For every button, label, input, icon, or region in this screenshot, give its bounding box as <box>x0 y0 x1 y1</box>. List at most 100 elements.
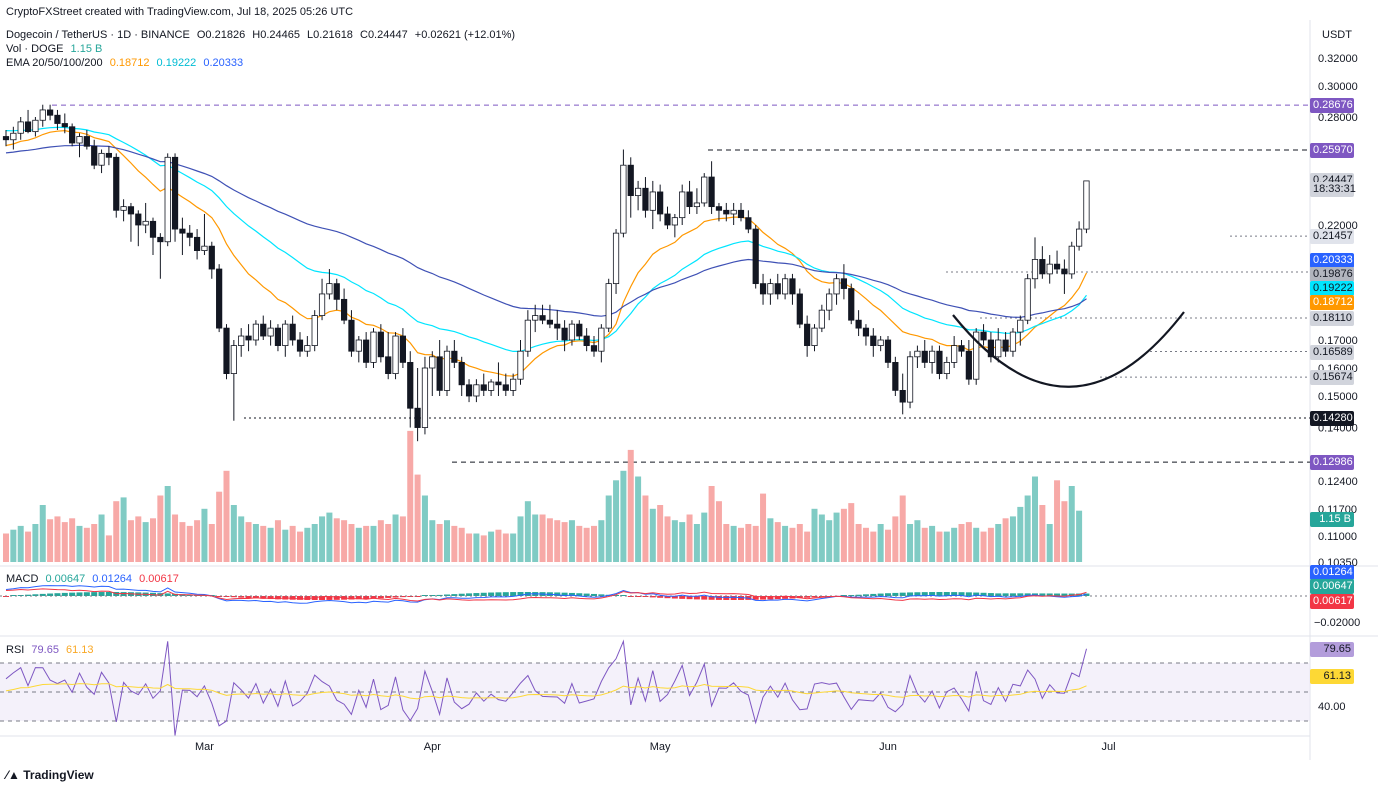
volume-bar <box>620 470 627 562</box>
price-tag[interactable]: 79.65 <box>1310 642 1354 657</box>
macd-histogram-bar <box>885 593 891 596</box>
volume-bar <box>789 527 796 562</box>
volume-bar <box>1024 495 1031 562</box>
price-tag[interactable]: 0.28676 <box>1310 98 1354 113</box>
candle-body <box>561 327 568 341</box>
macd-histogram-bar <box>840 595 847 596</box>
volume-bar <box>796 524 803 562</box>
macd-histogram-bar <box>1002 593 1009 596</box>
price-tag[interactable]: 1.15 B <box>1310 512 1354 527</box>
ema50-value: 0.18712 <box>109 57 150 69</box>
price-tag[interactable]: 0.12986 <box>1310 455 1354 470</box>
price-tag[interactable]: 0.01264 <box>1310 565 1354 580</box>
price-tag[interactable]: 0.21457 <box>1310 229 1354 244</box>
macd-histogram-bar <box>326 596 333 600</box>
volume-bar <box>444 520 450 562</box>
price-tag[interactable]: 0.14280 <box>1310 411 1354 426</box>
volume-bar <box>649 508 656 562</box>
volume-bar <box>745 524 752 562</box>
price-tag[interactable]: 0.18110 <box>1310 311 1354 326</box>
price-tag[interactable]: 0.15674 <box>1310 370 1354 385</box>
macd-histogram-bar <box>274 596 281 600</box>
volume-bar <box>752 525 759 562</box>
macd-histogram-bar <box>370 596 377 599</box>
ohlc-change: +0.02621 (+12.01%) <box>414 29 516 41</box>
volume-bar <box>201 508 208 562</box>
volume-bar <box>355 527 362 562</box>
candle-body <box>759 283 767 295</box>
volume-bar <box>282 529 289 562</box>
rsi-legend[interactable]: RSI 79.65 61.13 <box>6 644 98 656</box>
macd-histogram-bar <box>929 592 936 596</box>
volume-bar <box>965 522 972 562</box>
price-tag[interactable]: 0.00647 <box>1310 579 1354 594</box>
candle-body <box>17 121 24 134</box>
ema-legend[interactable]: EMA 20/50/100/200 0.18712 0.19222 0.2033… <box>6 57 247 69</box>
candle-body <box>399 335 407 363</box>
price-tag[interactable]: 0.19876 <box>1310 267 1354 282</box>
x-tick-label: Jun <box>879 741 897 753</box>
macd-histogram-bar <box>1083 593 1090 596</box>
macd-histogram-bar <box>730 596 737 600</box>
candle-body <box>10 132 17 141</box>
candle-body <box>216 268 223 329</box>
macd-histogram-bar <box>47 593 54 596</box>
macd-legend[interactable]: MACD 0.00647 0.01264 0.00617 <box>6 573 183 585</box>
macd-histogram-bar <box>804 596 811 598</box>
price-tag[interactable]: 0.19222 <box>1310 281 1354 296</box>
price-tag[interactable]: 0.20333 <box>1310 253 1354 268</box>
candle-body <box>142 220 149 226</box>
ohlc-open: O0.21826 <box>196 29 246 41</box>
tradingview-logo[interactable]: ⁄▲ TradingView <box>6 768 94 782</box>
macd-histogram-bar <box>260 596 267 599</box>
volume-bar <box>627 449 634 562</box>
price-tag[interactable]: 61.13 <box>1310 669 1354 684</box>
candle-body <box>465 384 473 397</box>
rsi-ma-line <box>5 683 1087 700</box>
ema200-value: 0.20333 <box>203 57 244 69</box>
candle-body <box>583 335 590 347</box>
x-tick-label: Mar <box>195 741 214 753</box>
candle-body <box>326 283 333 295</box>
macd-histogram-bar <box>385 596 392 598</box>
macd-histogram-bar <box>943 592 950 596</box>
candle-body <box>774 283 781 295</box>
brand-text: TradingView <box>23 768 94 782</box>
macd-histogram-bar <box>914 592 921 596</box>
macd-tick-label: −0.02000 <box>1314 617 1360 629</box>
ema100-value: 0.19222 <box>156 57 197 69</box>
volume-bar <box>598 520 605 562</box>
cup-pattern-arc <box>952 311 1185 388</box>
volume-bar <box>223 470 230 562</box>
symbol-title[interactable]: Dogecoin / TetherUS · 1D · BINANCE <box>6 29 190 41</box>
macd-histogram-bar <box>517 592 524 596</box>
macd-histogram-bar <box>495 592 502 596</box>
price-tag[interactable]: 0.16589 <box>1310 345 1354 360</box>
price-tag[interactable]: 0.00617 <box>1310 594 1354 609</box>
price-tag[interactable]: 0.18712 <box>1310 295 1354 310</box>
currency-label[interactable]: USDT <box>1322 29 1352 41</box>
candle-body <box>208 245 215 270</box>
candle-body <box>443 350 451 391</box>
macd-histogram-bar <box>877 593 884 596</box>
macd-histogram-bar <box>679 596 686 599</box>
volume-bar <box>951 527 958 562</box>
candle-body <box>921 350 928 363</box>
volume-bar <box>539 514 546 562</box>
candle-body <box>598 327 605 352</box>
volume-bar <box>47 519 54 562</box>
volume-legend[interactable]: Vol · DOGE 1.15 B <box>6 43 106 55</box>
volume-bar <box>635 476 642 562</box>
macd-histogram-bar <box>554 592 561 596</box>
volume-bar <box>862 527 869 562</box>
candle-body <box>186 232 193 238</box>
macd-histogram-bar <box>348 596 355 600</box>
macd-histogram-bar <box>649 596 656 598</box>
price-tag[interactable]: 0.25970 <box>1310 143 1354 158</box>
volume-bar <box>179 522 186 562</box>
candle-body <box>2 136 10 141</box>
x-tick-label: Jul <box>1101 741 1115 753</box>
y-tick-label: 0.11000 <box>1318 531 1357 543</box>
candle-body <box>157 236 164 243</box>
